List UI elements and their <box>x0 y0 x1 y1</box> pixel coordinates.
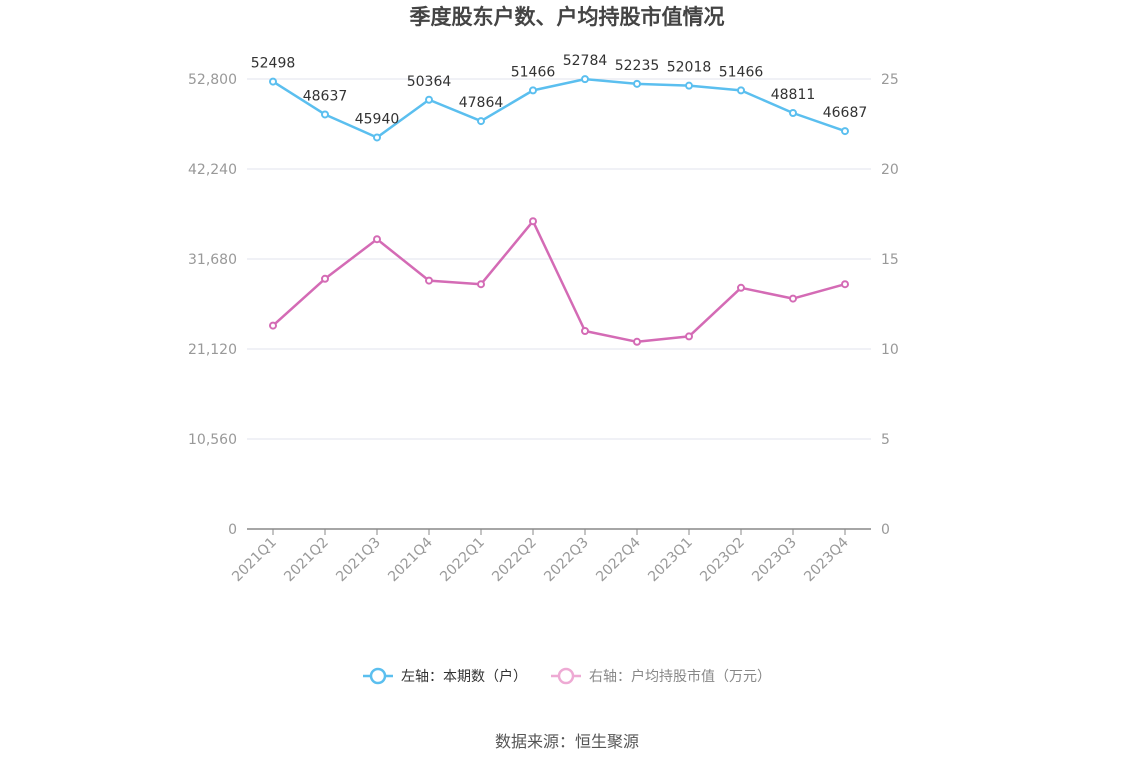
right-tick-label: 20 <box>881 162 899 178</box>
legend-marker-icon <box>557 667 575 685</box>
data-point <box>633 337 641 346</box>
left-tick-label: 42,240 <box>188 162 237 178</box>
legend-marker-icon <box>369 667 387 685</box>
data-point <box>529 86 537 95</box>
legend-item[interactable]: 左轴：本期数（户） <box>363 667 527 685</box>
data-label: 50364 <box>407 74 452 90</box>
grid <box>247 78 871 440</box>
right-tick-label: 0 <box>881 522 890 538</box>
data-point <box>425 95 433 104</box>
data-point <box>321 110 329 119</box>
x-tick-label: 2022Q3 <box>541 535 592 586</box>
x-tick-label: 2021Q2 <box>281 535 332 586</box>
data-label: 52018 <box>667 60 712 76</box>
data-label: 52235 <box>615 58 660 74</box>
legend-label: 左轴：本期数（户） <box>401 668 527 685</box>
data-point <box>269 321 277 330</box>
data-label: 46687 <box>823 105 868 121</box>
data-point <box>425 276 433 285</box>
chart-title: 季度股东户数、户均持股市值情况 <box>410 5 725 29</box>
data-label: 48637 <box>303 88 348 104</box>
series-right <box>269 217 849 346</box>
series-left: 52498 48637 45940 50364 47864 51466 52784 52235… <box>251 53 868 142</box>
x-tick-label: 2023Q3 <box>749 535 800 586</box>
left-tick-label: 0 <box>228 522 237 538</box>
source-note: 数据来源：恒生聚源 <box>495 732 639 751</box>
left-tick-label: 31,680 <box>188 252 237 268</box>
legend-item[interactable]: 右轴：户均持股市值（万元） <box>551 667 771 685</box>
data-point <box>477 280 485 289</box>
data-point <box>321 274 329 283</box>
right-axis: 0 5 10 15 20 25 <box>881 72 899 538</box>
data-label: 52784 <box>563 53 608 69</box>
data-label: 45940 <box>355 111 400 127</box>
x-tick-label: 2023Q1 <box>645 535 696 586</box>
data-point <box>789 294 797 303</box>
right-tick-label: 10 <box>881 342 899 358</box>
x-tick-label: 2022Q1 <box>437 535 488 586</box>
x-tick-label: 2021Q1 <box>229 535 280 586</box>
left-axis: 0 10,560 21,120 31,680 42,240 52,800 <box>188 72 237 538</box>
legend[interactable]: 左轴：本期数（户） 右轴：户均持股市值（万元） <box>363 667 771 685</box>
left-tick-label: 21,120 <box>188 342 237 358</box>
data-point <box>841 280 849 289</box>
x-tick-label: 2023Q2 <box>697 535 748 586</box>
data-label: 52498 <box>251 56 296 72</box>
x-tick-label: 2023Q4 <box>801 534 852 585</box>
data-point <box>685 332 693 341</box>
series-line <box>272 219 846 344</box>
left-tick-label: 10,560 <box>188 432 237 448</box>
data-point <box>737 86 745 95</box>
legend-label: 右轴：户均持股市值（万元） <box>589 668 771 685</box>
x-tick-label: 2021Q4 <box>385 534 436 585</box>
right-tick-label: 25 <box>881 72 899 88</box>
left-tick-label: 52,800 <box>188 72 237 88</box>
series-line <box>272 77 846 139</box>
right-tick-label: 5 <box>881 432 890 448</box>
data-label: 51466 <box>719 64 764 80</box>
x-axis: 2021Q1 2021Q2 2021Q3 2021Q4 2022Q1 2022Q2 2022… <box>229 528 871 586</box>
data-label: 47864 <box>459 95 504 111</box>
right-tick-label: 15 <box>881 252 899 268</box>
data-point <box>581 75 589 84</box>
data-point <box>269 77 277 86</box>
x-tick-label: 2022Q4 <box>593 534 644 585</box>
series: 52498 48637 45940 50364 47864 51466 52784 52235… <box>251 53 868 346</box>
data-label: 51466 <box>511 64 556 80</box>
x-tick-label: 2021Q3 <box>333 535 384 586</box>
data-point <box>789 108 797 117</box>
data-point <box>737 283 745 292</box>
data-point <box>841 127 849 136</box>
data-point <box>529 217 537 226</box>
data-point <box>633 79 641 88</box>
data-point <box>685 81 693 90</box>
data-point <box>581 327 589 335</box>
data-label: 48811 <box>771 87 816 103</box>
data-point <box>373 133 381 142</box>
data-point <box>477 117 485 126</box>
x-tick-label: 2022Q2 <box>489 535 540 586</box>
data-point <box>373 235 381 244</box>
